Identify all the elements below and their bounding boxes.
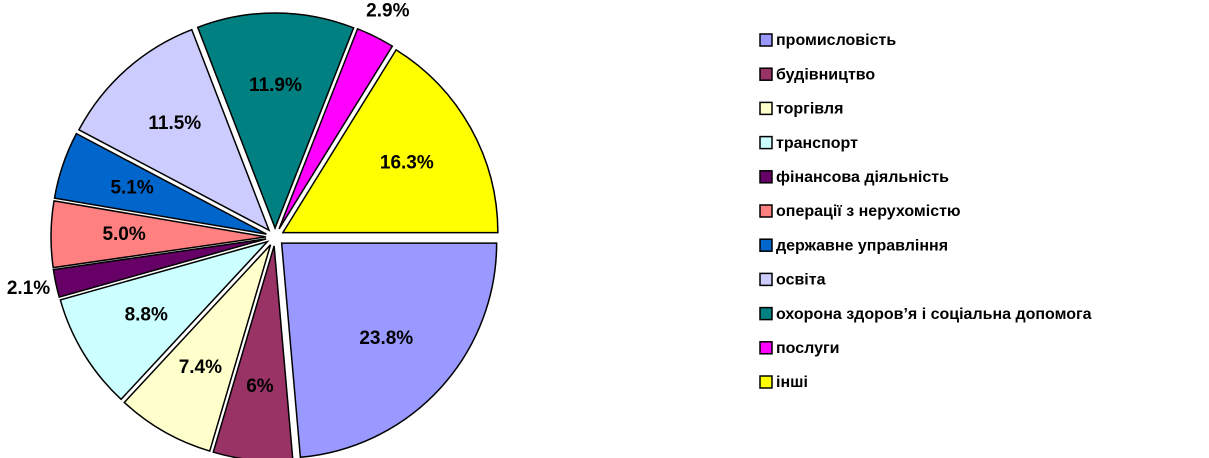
- data-label: 23.8%: [359, 328, 413, 349]
- legend-label: транспорт: [776, 135, 858, 152]
- legend-swatch: [759, 33, 773, 47]
- legend-label: операції з нерухомістю: [776, 203, 961, 220]
- legend-swatch: [759, 341, 773, 355]
- pie-slice: [281, 48, 499, 234]
- data-label: 11.9%: [249, 75, 302, 96]
- legend-label: торгівля: [776, 101, 843, 118]
- pie-slice: [278, 27, 394, 230]
- data-label: 8.8%: [125, 305, 168, 326]
- legend-label: фінансова діяльність: [776, 169, 949, 186]
- legend-label: державне управління: [776, 237, 948, 254]
- legend-swatch: [759, 375, 773, 389]
- legend-swatch: [759, 238, 773, 252]
- legend-swatch: [759, 170, 773, 184]
- legend-swatch: [759, 306, 773, 321]
- data-label: 2.9%: [366, 1, 409, 22]
- pie-slice: [59, 240, 270, 401]
- pie-slice: [212, 245, 294, 458]
- pie-slice: [196, 12, 355, 231]
- data-label: 5.1%: [110, 178, 153, 199]
- legend-swatch: [759, 67, 773, 81]
- legend-swatch: [759, 135, 773, 150]
- pie-slice: [280, 242, 498, 458]
- legend-label: охорона здоров’я і соціальна допомога: [776, 306, 1092, 323]
- legend-label: промисловість: [776, 32, 896, 49]
- legend-swatch: [759, 204, 773, 218]
- legend-label: послуги: [776, 340, 839, 357]
- data-label: 11.5%: [148, 113, 201, 134]
- pie-slice: [53, 132, 267, 235]
- legend-label: освіта: [776, 272, 826, 289]
- data-label: 16.3%: [380, 153, 434, 174]
- legend-swatch: [759, 101, 773, 116]
- pie-slice: [52, 238, 267, 299]
- pie-slice: [50, 200, 267, 269]
- legend-label: будівництво: [776, 66, 875, 83]
- data-label: 2.1%: [7, 278, 50, 299]
- data-label: 7.4%: [179, 357, 222, 378]
- data-label: 6%: [246, 376, 274, 397]
- pie-slice: [77, 28, 271, 232]
- pie-slice: [123, 244, 272, 452]
- data-label: 5.0%: [102, 224, 145, 245]
- legend-label: інші: [776, 374, 808, 391]
- legend-swatch: [759, 272, 773, 287]
